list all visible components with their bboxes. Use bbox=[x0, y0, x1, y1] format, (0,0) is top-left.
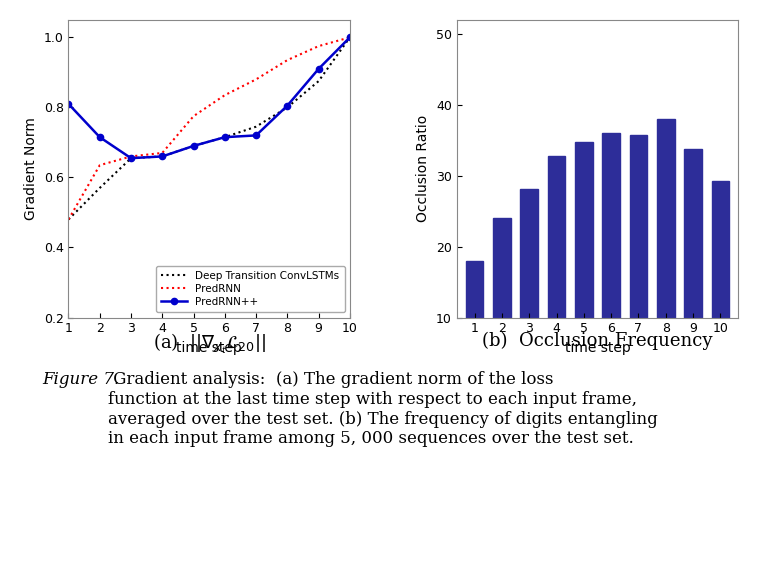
Deep Transition ConvLSTMs bbox=[189, 142, 198, 149]
Y-axis label: Occlusion Ratio: Occlusion Ratio bbox=[416, 115, 431, 222]
Bar bbox=[602, 133, 620, 388]
Bar bbox=[575, 142, 593, 388]
PredRNN bbox=[64, 216, 73, 223]
Deep Transition ConvLSTMs bbox=[345, 34, 355, 41]
Bar bbox=[493, 218, 511, 388]
Bar bbox=[684, 149, 702, 388]
Line: PredRNN: PredRNN bbox=[68, 37, 350, 219]
Line: Deep Transition ConvLSTMs: Deep Transition ConvLSTMs bbox=[68, 37, 350, 219]
X-axis label: time step: time step bbox=[177, 341, 242, 355]
Bar bbox=[466, 261, 483, 388]
PredRNN bbox=[251, 76, 260, 83]
Deep Transition ConvLSTMs bbox=[158, 153, 167, 160]
Text: Gradient analysis:  (a) The gradient norm of the loss
function at the last time : Gradient analysis: (a) The gradient norm… bbox=[108, 371, 658, 447]
Legend: Deep Transition ConvLSTMs, PredRNN, PredRNN++: Deep Transition ConvLSTMs, PredRNN, Pred… bbox=[156, 266, 345, 312]
Bar bbox=[629, 135, 648, 388]
PredRNN bbox=[345, 34, 355, 41]
Deep Transition ConvLSTMs bbox=[251, 123, 260, 130]
PredRNN bbox=[314, 43, 323, 49]
Text: (b)  Occlusion Frequency: (b) Occlusion Frequency bbox=[482, 332, 713, 350]
PredRNN++ bbox=[95, 134, 104, 141]
PredRNN bbox=[126, 153, 135, 160]
PredRNN++ bbox=[314, 65, 323, 72]
Y-axis label: Gradient Norm: Gradient Norm bbox=[24, 117, 38, 220]
PredRNN++ bbox=[251, 132, 260, 139]
Deep Transition ConvLSTMs bbox=[283, 104, 292, 111]
X-axis label: time step: time step bbox=[565, 341, 630, 355]
PredRNN++ bbox=[189, 142, 198, 149]
PredRNN bbox=[158, 150, 167, 156]
PredRNN++ bbox=[283, 102, 292, 109]
Deep Transition ConvLSTMs bbox=[64, 216, 73, 223]
PredRNN++ bbox=[220, 134, 229, 141]
Deep Transition ConvLSTMs bbox=[220, 134, 229, 141]
Deep Transition ConvLSTMs bbox=[126, 155, 135, 162]
PredRNN bbox=[220, 92, 229, 99]
Deep Transition ConvLSTMs bbox=[95, 184, 104, 191]
PredRNN bbox=[283, 57, 292, 64]
Text: Figure 7.: Figure 7. bbox=[42, 371, 119, 388]
Bar bbox=[657, 119, 675, 388]
PredRNN++ bbox=[158, 153, 167, 160]
PredRNN bbox=[95, 162, 104, 168]
Deep Transition ConvLSTMs bbox=[314, 78, 323, 84]
Text: (a)  $||\nabla_{x_t} \mathcal{L}_{20}||$: (a) $||\nabla_{x_t} \mathcal{L}_{20}||$ bbox=[152, 332, 266, 356]
PredRNN++ bbox=[345, 34, 355, 41]
PredRNN bbox=[189, 113, 198, 120]
Bar bbox=[712, 181, 729, 388]
Bar bbox=[521, 188, 538, 388]
Line: PredRNN++: PredRNN++ bbox=[65, 34, 353, 161]
PredRNN++ bbox=[126, 155, 135, 162]
PredRNN++ bbox=[64, 100, 73, 107]
Bar bbox=[548, 156, 565, 388]
